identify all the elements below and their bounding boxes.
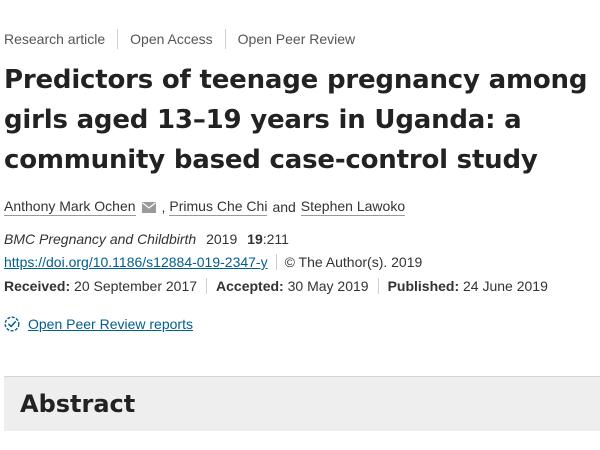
- accepted-date: Accepted: 30 May 2019: [206, 278, 378, 294]
- published-label: Published:: [387, 278, 460, 294]
- received-value: 20 September 2017: [74, 278, 198, 294]
- copyright-notice: © The Author(s). 2019: [275, 254, 422, 270]
- author-separator: ,: [161, 199, 166, 215]
- citation-line: BMC Pregnancy and Childbirth 2019 19:211: [4, 231, 289, 247]
- journal-title: BMC Pregnancy and Childbirth: [4, 231, 197, 247]
- abstract-section-header: Abstract: [4, 376, 600, 431]
- author-conjunction: and: [272, 199, 296, 215]
- doi-row: https://doi.org/10.1186/s12884-019-2347-…: [4, 254, 422, 270]
- author-link-chi[interactable]: Primus Che Chi: [169, 198, 268, 216]
- published-date: Published: 24 June 2019: [377, 278, 557, 294]
- doi-link[interactable]: https://doi.org/10.1186/s12884-019-2347-…: [4, 254, 268, 270]
- open-access-label: Open Access: [117, 29, 225, 49]
- article-title: Predictors of teenage pregnancy among gi…: [4, 65, 588, 175]
- author-link-lawoko[interactable]: Stephen Lawoko: [300, 198, 406, 216]
- abstract-heading: Abstract: [20, 390, 136, 418]
- accepted-value: 30 May 2019: [287, 278, 369, 294]
- article-type-label: Research article: [4, 31, 106, 47]
- open-peer-review-label: Open Peer Review: [224, 29, 368, 49]
- open-peer-review-reports-link[interactable]: Open Peer Review reports: [4, 316, 193, 332]
- mail-icon[interactable]: [141, 201, 156, 213]
- peer-review-reports-label[interactable]: Open Peer Review reports: [28, 316, 193, 332]
- received-label: Received:: [4, 278, 71, 294]
- author-list: Anthony Mark Ochen , Primus Che Chi and …: [4, 198, 406, 216]
- received-date: Received: 20 September 2017: [4, 278, 206, 294]
- publication-dates: Received: 20 September 2017 Accepted: 30…: [4, 278, 557, 294]
- published-value: 24 June 2019: [463, 278, 548, 294]
- accepted-label: Accepted:: [216, 278, 284, 294]
- citation-volume: 19: [247, 231, 263, 247]
- check-circle-icon: [4, 316, 20, 332]
- article-meta-bar: Research article Open Access Open Peer R…: [4, 29, 367, 49]
- citation-year: 2019: [206, 231, 238, 247]
- author-link-ochen[interactable]: Anthony Mark Ochen: [4, 198, 136, 216]
- citation-article-number: :211: [262, 231, 289, 247]
